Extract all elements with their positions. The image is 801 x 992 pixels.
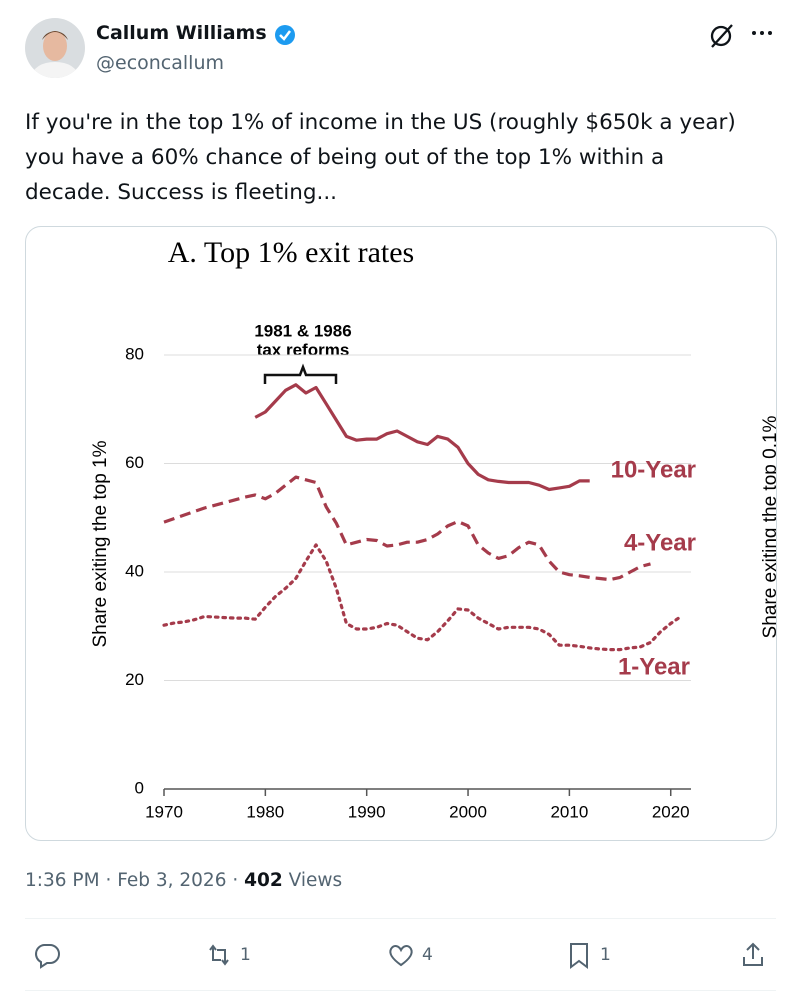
annotation: 1981 & 1986 bbox=[254, 321, 351, 340]
author-handle[interactable]: @econcallum bbox=[96, 52, 224, 74]
avatar[interactable] bbox=[25, 18, 85, 78]
x-tick-label: 1990 bbox=[348, 802, 386, 821]
y2-axis-label: Share exiting the top 0.1% bbox=[760, 415, 776, 638]
y-tick-label: 40 bbox=[125, 561, 144, 580]
views-count: 402 bbox=[244, 870, 283, 891]
chart-title: A. Top 1% exit rates bbox=[168, 236, 414, 269]
x-tick-label: 1970 bbox=[145, 802, 183, 821]
divider bbox=[25, 918, 776, 919]
series-line bbox=[162, 543, 683, 652]
time[interactable]: 1:36 PM bbox=[25, 870, 100, 891]
bracket bbox=[263, 363, 338, 384]
divider bbox=[25, 990, 776, 991]
series-label: 4-Year bbox=[624, 529, 696, 556]
y-tick-label: 80 bbox=[125, 344, 144, 363]
bookmark-button[interactable]: 1 bbox=[564, 940, 611, 970]
reply-button[interactable] bbox=[32, 940, 62, 970]
verified-badge bbox=[275, 25, 295, 45]
like-button[interactable]: 4 bbox=[386, 940, 433, 970]
tweet-line: you have a 60% chance of being out of th… bbox=[25, 145, 665, 170]
more-icon[interactable] bbox=[750, 28, 776, 38]
series-line bbox=[163, 475, 651, 582]
series-line bbox=[254, 383, 590, 492]
tweet-line: decade. Success is fleeting... bbox=[25, 180, 337, 205]
y-tick-label: 0 bbox=[135, 778, 144, 797]
share-button[interactable] bbox=[738, 940, 768, 970]
y-tick-label: 60 bbox=[125, 453, 144, 472]
retweet-button[interactable]: 1 bbox=[204, 940, 251, 970]
like-count: 4 bbox=[422, 945, 433, 965]
separator: · bbox=[232, 870, 239, 891]
tweet-text: If you're in the top 1% of income in the… bbox=[25, 105, 736, 210]
annotation: tax reforms bbox=[257, 340, 350, 359]
x-tick-label: 2010 bbox=[550, 802, 588, 821]
series-label: 10-Year bbox=[611, 456, 696, 483]
grok-icon[interactable] bbox=[708, 22, 736, 50]
y-tick-label: 20 bbox=[125, 670, 144, 689]
x-tick-label: 2000 bbox=[449, 802, 487, 821]
tweet-meta: 1:36 PM · Feb 3, 2026 · 402 Views bbox=[25, 870, 342, 891]
media[interactable]: A. Top 1% exit rates Share exiting the t… bbox=[25, 226, 777, 841]
chart: A. Top 1% exit rates Share exiting the t… bbox=[90, 236, 776, 822]
y-axis-label: Share exiting the top 1% bbox=[90, 440, 111, 647]
series-label: 1-Year bbox=[618, 653, 690, 680]
separator: · bbox=[105, 870, 112, 891]
views-label: Views bbox=[288, 870, 343, 891]
bookmark-count: 1 bbox=[600, 945, 611, 965]
retweet-count: 1 bbox=[240, 945, 251, 965]
x-tick-label: 2020 bbox=[652, 802, 690, 821]
date[interactable]: Feb 3, 2026 bbox=[117, 870, 227, 891]
tweet-line: If you're in the top 1% of income in the… bbox=[25, 110, 736, 135]
x-tick-label: 1980 bbox=[246, 802, 284, 821]
author-name[interactable]: Callum Williams bbox=[96, 22, 267, 44]
